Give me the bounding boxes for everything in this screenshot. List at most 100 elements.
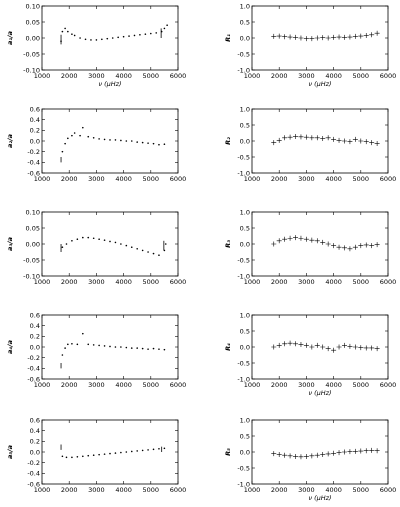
- data-point: [369, 243, 375, 249]
- x-tick-label: 1000: [34, 486, 51, 494]
- y-tick-label: -0.5: [237, 464, 250, 472]
- y-tick-label: 0.05: [26, 18, 40, 26]
- data-point: [130, 450, 133, 453]
- y-tick-label: -1.0: [237, 375, 250, 383]
- x-tick-label: 6000: [380, 381, 397, 389]
- x-axis-label: ν (μHz): [98, 80, 121, 88]
- data-point: [341, 342, 347, 348]
- data-point: [152, 448, 155, 451]
- x-tick-label: 1000: [244, 175, 261, 183]
- y-tick-label: -0.10: [23, 272, 40, 280]
- data-point: [271, 33, 277, 39]
- y-tick-label: -0.4: [27, 159, 40, 167]
- data-point: [166, 24, 168, 27]
- plot-frame: [251, 419, 389, 485]
- data-point: [282, 34, 288, 40]
- data-point: [347, 343, 353, 349]
- y-tick-label: 0.2: [30, 333, 40, 341]
- data-point: [82, 126, 84, 129]
- y-tick-label: -0.6: [27, 169, 40, 177]
- x-tick-label: 6000: [170, 175, 187, 183]
- data-point: [325, 346, 331, 352]
- y-tick-label: 0.6: [30, 311, 40, 319]
- y-tick-label: 0.4: [30, 322, 40, 330]
- x-axis-label: ν (μHz): [308, 494, 331, 502]
- data-point: [314, 238, 320, 244]
- x-tick-label: 5000: [143, 72, 160, 80]
- data-point: [114, 139, 117, 141]
- data-point: [103, 239, 106, 241]
- data-point: [84, 38, 87, 41]
- y-tick-label: 0.00: [26, 240, 40, 248]
- panel-R1: 1000 2000 3000 4000 5000 6000 -1.0 -0.5 0.0 0.5 1.…: [224, 2, 396, 88]
- y-tick-label: -0.5: [237, 256, 250, 264]
- plot-frame: [251, 108, 389, 174]
- data-point: [287, 134, 293, 140]
- data-point: [331, 347, 337, 353]
- x-tick-label: 6000: [170, 72, 187, 80]
- y-tick-label: 0.6: [30, 416, 40, 424]
- y-tick-label: 1.0: [240, 105, 250, 113]
- data-point: [341, 449, 347, 455]
- panel-a1: 1000 2000 3000 4000 5000 6000 -0.10 -0.05 0.00 0.…: [6, 2, 186, 88]
- data-point: [125, 244, 128, 247]
- data-point: [141, 249, 144, 252]
- data-point: [369, 32, 375, 38]
- data-point: [61, 246, 64, 248]
- data-point: [309, 135, 315, 141]
- panel-R5: 1000 2000 3000 4000 5000 6000 -1.0 -0.5 0.0 0.5 1.…: [224, 416, 396, 502]
- y-axis-label: a₄/a: [6, 340, 14, 354]
- data-point: [147, 449, 149, 451]
- data-point: [293, 341, 299, 347]
- data-point: [65, 243, 68, 245]
- data-point: [293, 453, 299, 459]
- data-point: [136, 248, 138, 250]
- data-point: [92, 137, 95, 139]
- data-point: [358, 448, 364, 454]
- data-point: [71, 33, 73, 35]
- data-point: [314, 452, 320, 458]
- data-point: [76, 343, 79, 346]
- data-point: [276, 137, 282, 143]
- y-tick-label: -0.6: [27, 480, 40, 488]
- data-point: [271, 451, 277, 457]
- data-point: [293, 34, 299, 40]
- y-axis-label: a₁/a: [6, 31, 14, 45]
- data-point: [298, 235, 304, 241]
- data-point: [303, 453, 309, 459]
- data-point: [276, 342, 282, 348]
- data-point: [64, 347, 66, 349]
- data-point: [95, 39, 98, 41]
- data-point: [82, 332, 84, 335]
- data-point: [320, 344, 326, 350]
- data-point: [287, 453, 293, 459]
- y-tick-label: 0.5: [240, 224, 250, 232]
- data-point: [309, 453, 315, 459]
- data-point: [141, 141, 144, 144]
- x-tick-label: 3000: [298, 175, 315, 183]
- data-point: [287, 340, 293, 346]
- y-tick-label: 0.0: [30, 137, 40, 145]
- data-point: [163, 447, 166, 450]
- x-tick-label: 1000: [244, 486, 261, 494]
- x-tick-label: 4000: [325, 278, 342, 286]
- data-point: [82, 236, 84, 239]
- y-tick-label: -0.6: [27, 375, 40, 383]
- data-point: [92, 344, 95, 346]
- data-point: [374, 30, 380, 36]
- y-tick-label: -0.4: [27, 365, 40, 373]
- data-point: [87, 135, 90, 138]
- data-point: [87, 236, 90, 239]
- y-axis-label: a₂/a: [6, 134, 14, 148]
- data-point: [71, 134, 73, 137]
- data-point: [120, 243, 122, 245]
- plot-frame: [251, 5, 389, 71]
- x-tick-label: 1000: [34, 381, 51, 389]
- data-point: [106, 37, 109, 40]
- x-tick-label: 2000: [61, 381, 78, 389]
- data-point: [352, 136, 358, 142]
- x-tick-label: 2000: [61, 175, 78, 183]
- data-point: [79, 37, 81, 39]
- plot-frame: [41, 108, 179, 174]
- x-tick-label: 5000: [353, 381, 370, 389]
